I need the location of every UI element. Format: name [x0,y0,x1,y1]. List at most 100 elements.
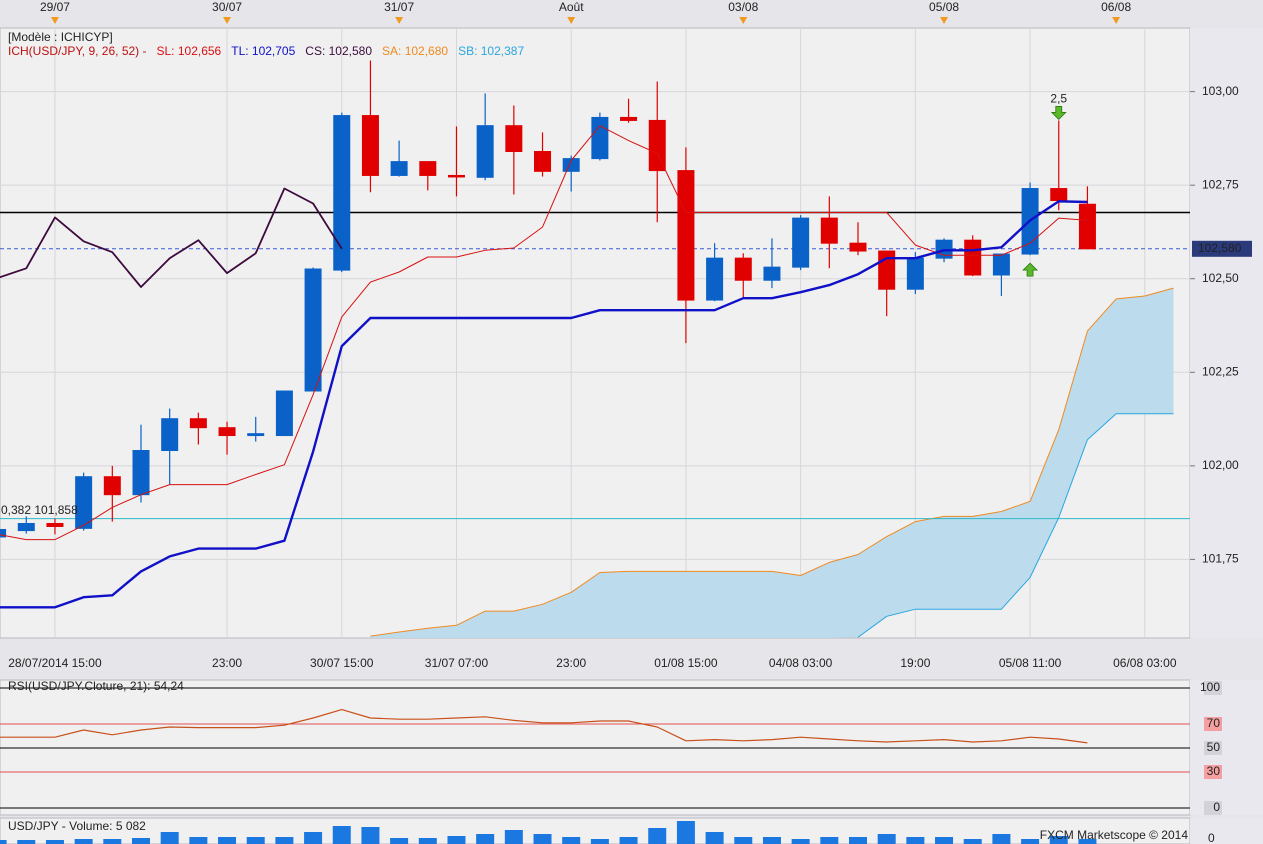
y-tick-label: 30 [1207,764,1221,778]
candle-body [906,257,924,290]
x-tick-label: 05/08 11:00 [999,656,1062,670]
volume-bar [504,830,523,844]
rsi-title: RSI(USD/JPY.Cloture, 21): 54,24 [8,679,184,693]
legend-entry: SA: 102,680 [382,44,448,58]
candle-body [792,217,810,268]
legend-entry: CS: 102,580 [305,44,372,58]
candle-body [820,217,838,244]
chikou-line [0,187,343,288]
volume-bar [1021,839,1040,844]
last-price-box [1192,240,1252,257]
candle-body [304,268,322,392]
volume-bar [992,834,1011,844]
date-label: Août [559,0,584,14]
y-tick-label: 100 [1200,680,1220,694]
volume-bar [705,832,724,844]
candle-body [534,150,552,172]
volume-bar [218,837,237,844]
x-tick-label: 31/07 07:00 [425,656,489,670]
candle-body [390,161,408,176]
candle-body [476,125,494,178]
volume-bar [676,821,695,844]
candle-body [17,522,35,532]
candle-body [677,170,695,301]
candle-body [247,433,265,437]
tenkan-line [0,125,1088,541]
date-marker [940,17,949,24]
copyright: FXCM Marketscope © 2014 [1040,828,1189,842]
volume-bar [877,834,896,844]
volume-bar [45,840,64,844]
signal-label: 2,5 [1050,92,1067,106]
rsi-tick-box [1204,717,1222,731]
candle-body [333,115,351,271]
rsi-plot [0,687,1190,809]
sell-arrow [1050,106,1067,121]
y-tick-label: 102,75 [1202,177,1239,191]
candle-body [218,427,236,437]
x-tick-label: 28/07/2014 15:00 [8,656,102,670]
candle-body [505,125,523,152]
y-tick-label: 102,25 [1202,364,1239,378]
volume-bar [160,832,179,844]
candle-body [1078,203,1096,250]
template-label: [Modèle : ICHICYP] [8,30,113,44]
senkou-a-line [370,287,1174,637]
volume-bar [418,838,437,844]
candle-body [734,257,752,281]
y-tick-label: 102,50 [1202,271,1239,285]
rsi-tick-box [1204,741,1222,755]
legend-entry: SB: 102,387 [458,44,524,58]
volume-plot [0,821,1097,844]
legend-entry: TL: 102,705 [231,44,295,58]
x-tick-label: 19:00 [900,656,930,670]
volume-bar [533,834,552,844]
date-label: 06/08 [1101,0,1131,14]
volume-bar [791,839,810,844]
candle-body [75,476,93,529]
volume-bar [246,837,265,844]
volume-bar [619,837,638,844]
candle-body [46,522,64,527]
y-tick-label: 50 [1207,740,1221,754]
volume-bar [906,837,925,844]
volume-bar [762,837,781,844]
date-marker [50,17,59,24]
price-axis [1190,28,1263,638]
date-marker [739,17,748,24]
volume-bar [361,827,380,844]
date-marker [395,17,404,24]
candle-body [0,528,7,538]
volume-bar [74,839,93,844]
volume-bar [562,837,581,844]
x-tick-label: 06/08 03:00 [1113,656,1177,670]
rsi-tick-box [1204,765,1222,779]
rsi-tick-box [1204,681,1222,695]
indicator-label: ICH(USD/JPY, 9, 26, 52) - [8,44,147,58]
x-tick-label: 04/08 03:00 [769,656,833,670]
volume-bar [275,837,294,844]
rsi-line [0,708,1088,744]
y-tick-label: 102,00 [1202,458,1239,472]
volume-bar [820,837,839,844]
overlay: 0,382 101,858 2,5 [1,92,1067,517]
price-plot [0,28,1190,638]
volume-bar [935,837,954,844]
date-label: 30/07 [212,0,242,14]
volume-bar [963,839,982,844]
candle-body [103,476,121,496]
candle-body [1050,188,1068,202]
volume-bar [0,840,7,844]
volume-bar [17,840,36,844]
candle-body [992,253,1010,276]
y-tick-label: 0 [1208,831,1215,844]
volume-bar [189,837,208,844]
senkou-b-line [857,413,1174,638]
candle-body [447,174,465,178]
candle-body [878,250,896,290]
volume-bar [849,837,867,844]
x-tick-label: 23:00 [556,656,586,670]
kijun-line [0,200,1088,609]
